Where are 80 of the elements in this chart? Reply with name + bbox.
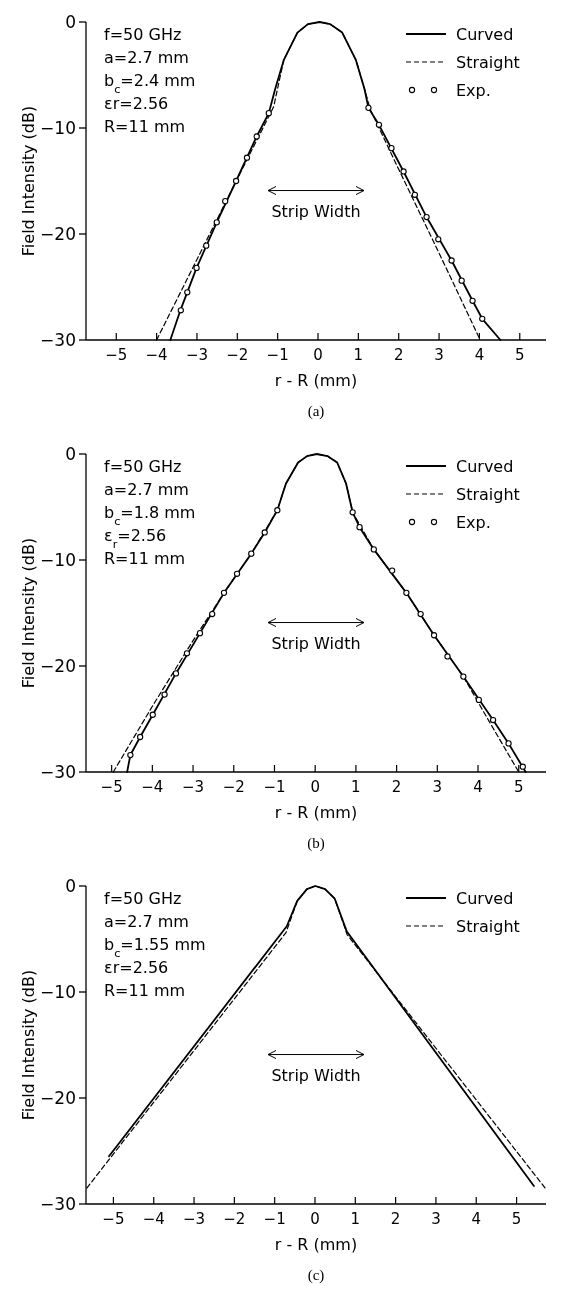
- x-tick-label: 0: [313, 346, 323, 364]
- y-tick-label: 0: [65, 11, 76, 32]
- annotation: a=2.7 mm: [104, 48, 189, 67]
- y-tick-label: −30: [40, 329, 76, 350]
- x-tick-label: −2: [223, 1210, 246, 1228]
- x-tick-label: −3: [182, 778, 205, 796]
- x-tick-label: −3: [182, 1210, 206, 1228]
- legend-label: Straight: [456, 916, 520, 936]
- x-tick-label: −5: [100, 778, 123, 796]
- x-tick-label: 1: [353, 346, 364, 364]
- x-tick-label: −4: [142, 1210, 165, 1228]
- x-tick-label: 5: [515, 346, 525, 364]
- x-tick-label: −1: [266, 346, 289, 364]
- annotation: R=11 mm: [104, 981, 186, 1000]
- annotation: a=2.7 mm: [104, 480, 189, 499]
- legend-label: Curved: [456, 888, 514, 908]
- x-tick-label: −2: [226, 346, 249, 364]
- y-tick-label: −20: [40, 655, 76, 676]
- x-tick-label: 2: [391, 778, 402, 796]
- x-tick-label: −5: [105, 346, 128, 364]
- x-tick-label: −1: [263, 1210, 286, 1228]
- annotation: R=11 mm: [104, 117, 186, 136]
- text: (a): [307, 403, 325, 420]
- x-tick-label: 3: [434, 346, 444, 364]
- x-tick-label: 4: [471, 1210, 482, 1228]
- y-axis-title: Field Intensity (dB): [19, 105, 38, 257]
- legend-label: Curved: [456, 456, 514, 476]
- annotation: Strip Width: [271, 633, 361, 653]
- y-tick-label: −20: [40, 1087, 76, 1108]
- x-tick-label: −1: [263, 778, 286, 796]
- y-tick-label: −10: [40, 981, 76, 1002]
- x-tick-label: 0: [310, 778, 320, 796]
- text: (b): [307, 835, 325, 852]
- annotation: f=50 GHz: [104, 889, 182, 908]
- x-axis-title: r - R (mm): [274, 803, 358, 822]
- y-tick-label: −10: [40, 549, 76, 570]
- x-tick-label: −4: [141, 778, 164, 796]
- x-tick-label: 5: [511, 1210, 522, 1228]
- annotation: εr=2.56: [104, 958, 169, 977]
- x-tick-label: 0: [310, 1210, 320, 1228]
- x-axis-title: r - R (mm): [274, 1235, 358, 1254]
- annotation: b$_{c}$=2.4 mm: [104, 71, 196, 96]
- legend-label: Exp.: [456, 80, 491, 100]
- y-tick-label: −30: [40, 761, 76, 782]
- x-tick-label: 1: [350, 1210, 361, 1228]
- x-axis-title: r - R (mm): [274, 371, 358, 390]
- x-tick-label: −4: [145, 346, 168, 364]
- legend-label: Exp.: [456, 512, 491, 532]
- annotation: a=2.7 mm: [104, 912, 189, 931]
- x-tick-label: 3: [432, 778, 443, 796]
- y-axis-title: Field Intensity (dB): [19, 969, 38, 1121]
- y-tick-label: −20: [40, 223, 76, 244]
- y-tick-label: 0: [65, 443, 76, 464]
- annotation: Strip Width: [271, 201, 361, 221]
- legend-label: Curved: [456, 24, 514, 44]
- x-tick-label: 3: [431, 1210, 441, 1228]
- annotation: b$_{c}$=1.8 mm: [104, 503, 196, 528]
- x-tick-label: 1: [351, 778, 361, 796]
- annotation: R=11 mm: [104, 549, 186, 568]
- annotation: f=50 GHz: [104, 25, 182, 44]
- x-tick-label: 2: [393, 346, 404, 364]
- x-tick-label: 2: [390, 1210, 401, 1228]
- text: (c): [307, 1267, 325, 1284]
- x-tick-label: −2: [222, 778, 245, 796]
- annotation: Strip Width: [271, 1065, 361, 1085]
- annotation: ε$_{r}$=2.56: [104, 526, 167, 551]
- legend-label: Straight: [456, 484, 520, 504]
- y-tick-label: −10: [40, 117, 76, 138]
- x-tick-label: 4: [473, 778, 483, 796]
- annotation: b$_{c}$=1.55 mm: [104, 935, 206, 960]
- y-tick-label: 0: [65, 875, 76, 896]
- legend-label: Straight: [456, 52, 520, 72]
- x-tick-label: 5: [513, 778, 524, 796]
- annotation: f=50 GHz: [104, 457, 182, 476]
- x-tick-label: 4: [474, 346, 485, 364]
- x-tick-label: −5: [102, 1210, 125, 1228]
- x-tick-label: −3: [185, 346, 209, 364]
- y-axis-title: Field Intensity (dB): [19, 537, 38, 689]
- y-tick-label: −30: [40, 1193, 76, 1214]
- annotation: εr=2.56: [104, 94, 169, 113]
